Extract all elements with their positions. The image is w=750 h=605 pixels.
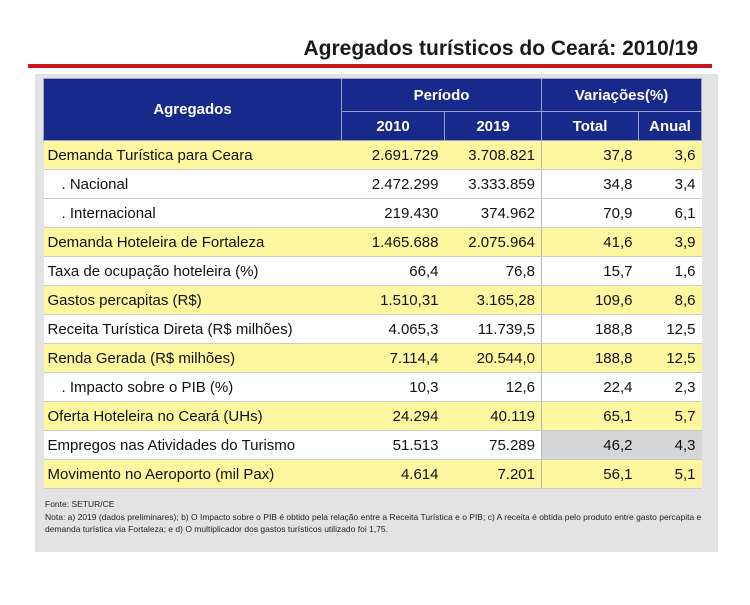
row-label: Gastos percapitas (R$) <box>44 286 342 315</box>
table-row: Receita Turística Direta (R$ milhões) 4.… <box>44 315 702 344</box>
header-periodo: Período <box>342 79 542 112</box>
value-anual: 3,4 <box>639 170 702 199</box>
value-total: 109,6 <box>542 286 639 315</box>
value-2019: 76,8 <box>445 257 542 286</box>
value-2010: 24.294 <box>342 402 445 431</box>
value-total: 37,8 <box>542 141 639 170</box>
row-label: Renda Gerada (R$ milhões) <box>44 344 342 373</box>
value-2019: 3.333.859 <box>445 170 542 199</box>
row-label: Demanda Turística para Ceara <box>44 141 342 170</box>
value-anual: 8,6 <box>639 286 702 315</box>
row-label: Taxa de ocupação hoteleira (%) <box>44 257 342 286</box>
table-row: Demanda Turística para Ceara 2.691.729 3… <box>44 141 702 170</box>
value-2019: 3.708.821 <box>445 141 542 170</box>
row-label: . Nacional <box>44 170 342 199</box>
value-2019: 7.201 <box>445 460 542 489</box>
value-anual: 5,7 <box>639 402 702 431</box>
value-anual: 12,5 <box>639 315 702 344</box>
value-total: 34,8 <box>542 170 639 199</box>
value-anual: 5,1 <box>639 460 702 489</box>
row-label: Demanda Hoteleira de Fortaleza <box>44 228 342 257</box>
value-anual: 1,6 <box>639 257 702 286</box>
value-total: 65,1 <box>542 402 639 431</box>
value-anual: 6,1 <box>639 199 702 228</box>
value-anual: 4,3 <box>639 431 702 460</box>
value-2019: 3.165,28 <box>445 286 542 315</box>
value-2019: 11.739,5 <box>445 315 542 344</box>
table-row: Demanda Hoteleira de Fortaleza 1.465.688… <box>44 228 702 257</box>
table-row: . Nacional 2.472.299 3.333.859 34,8 3,4 <box>44 170 702 199</box>
header-anual: Anual <box>639 112 702 141</box>
header-2019: 2019 <box>445 112 542 141</box>
value-anual: 12,5 <box>639 344 702 373</box>
table-row: Oferta Hoteleira no Ceará (UHs) 24.294 4… <box>44 402 702 431</box>
value-2019: 12,6 <box>445 373 542 402</box>
value-anual: 2,3 <box>639 373 702 402</box>
value-anual: 3,6 <box>639 141 702 170</box>
value-2010: 4.065,3 <box>342 315 445 344</box>
title-underline <box>28 64 712 68</box>
footnotes: Fonte: SETUR/CE Nota: a) 2019 (dados pre… <box>45 498 705 536</box>
value-2010: 2.691.729 <box>342 141 445 170</box>
value-2010: 2.472.299 <box>342 170 445 199</box>
value-2010: 219.430 <box>342 199 445 228</box>
table-row: Renda Gerada (R$ milhões) 7.114,4 20.544… <box>44 344 702 373</box>
header-2010: 2010 <box>342 112 445 141</box>
source-note: Fonte: SETUR/CE <box>45 498 705 511</box>
value-total: 46,2 <box>542 431 639 460</box>
value-2010: 66,4 <box>342 257 445 286</box>
row-label: Empregos nas Atividades do Turismo <box>44 431 342 460</box>
value-total: 188,8 <box>542 344 639 373</box>
value-2019: 20.544,0 <box>445 344 542 373</box>
table-row: Empregos nas Atividades do Turismo 51.51… <box>44 431 702 460</box>
value-2010: 10,3 <box>342 373 445 402</box>
table-row: Movimento no Aeroporto (mil Pax) 4.614 7… <box>44 460 702 489</box>
value-2010: 7.114,4 <box>342 344 445 373</box>
table-row: . Internacional 219.430 374.962 70,9 6,1 <box>44 199 702 228</box>
row-label: Movimento no Aeroporto (mil Pax) <box>44 460 342 489</box>
row-label: Oferta Hoteleira no Ceará (UHs) <box>44 402 342 431</box>
table-row: . Impacto sobre o PIB (%) 10,3 12,6 22,4… <box>44 373 702 402</box>
header-variacoes: Variações(%) <box>542 79 702 112</box>
value-total: 41,6 <box>542 228 639 257</box>
value-total: 188,8 <box>542 315 639 344</box>
table-row: Taxa de ocupação hoteleira (%) 66,4 76,8… <box>44 257 702 286</box>
value-2010: 1.510,31 <box>342 286 445 315</box>
page-title: Agregados turísticos do Ceará: 2010/19 <box>304 37 698 61</box>
row-label: . Impacto sobre o PIB (%) <box>44 373 342 402</box>
value-total: 22,4 <box>542 373 639 402</box>
row-label: . Internacional <box>44 199 342 228</box>
header-agregados: Agregados <box>44 79 342 141</box>
aggregates-table: Agregados Período Variações(%) 2010 2019… <box>43 78 702 489</box>
value-2010: 1.465.688 <box>342 228 445 257</box>
value-2019: 40.119 <box>445 402 542 431</box>
value-total: 56,1 <box>542 460 639 489</box>
value-total: 70,9 <box>542 199 639 228</box>
value-2019: 75.289 <box>445 431 542 460</box>
value-2019: 374.962 <box>445 199 542 228</box>
table-row: Gastos percapitas (R$) 1.510,31 3.165,28… <box>44 286 702 315</box>
value-2010: 4.614 <box>342 460 445 489</box>
row-label: Receita Turística Direta (R$ milhões) <box>44 315 342 344</box>
value-2010: 51.513 <box>342 431 445 460</box>
header-total: Total <box>542 112 639 141</box>
value-anual: 3,9 <box>639 228 702 257</box>
methodology-note: Nota: a) 2019 (dados preliminares); b) O… <box>45 511 705 536</box>
table-panel: Agregados Período Variações(%) 2010 2019… <box>35 74 718 552</box>
value-2019: 2.075.964 <box>445 228 542 257</box>
value-total: 15,7 <box>542 257 639 286</box>
